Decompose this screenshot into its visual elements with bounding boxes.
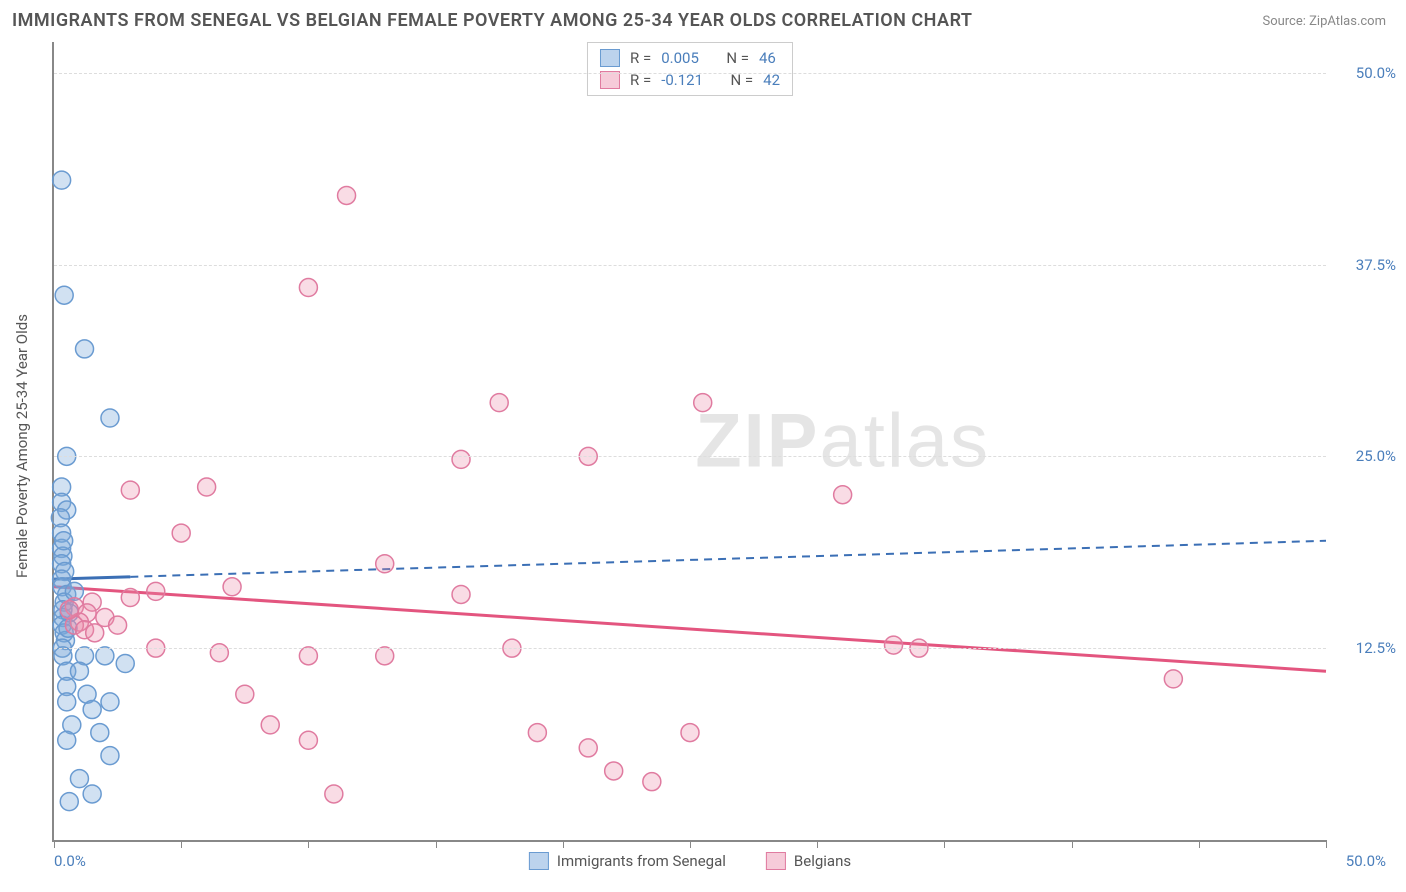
data-point-senegal — [55, 532, 73, 550]
data-point-belgians — [643, 773, 661, 791]
data-point-senegal — [96, 647, 114, 665]
data-point-belgians — [147, 582, 165, 600]
data-point-senegal — [91, 724, 109, 742]
x-tick — [944, 840, 945, 848]
gridline — [54, 265, 1326, 266]
data-point-belgians — [299, 731, 317, 749]
data-point-belgians — [338, 186, 356, 204]
x-tick — [1199, 840, 1200, 848]
gridline — [54, 648, 1326, 649]
plot-area: ZIPatlas R = 0.005 N = 46 R = -0.121 N =… — [52, 42, 1326, 842]
data-point-belgians — [172, 524, 190, 542]
y-axis-label: Female Poverty Among 25-34 Year Olds — [13, 314, 31, 578]
data-point-belgians — [681, 724, 699, 742]
chart-title: IMMIGRANTS FROM SENEGAL VS BELGIAN FEMAL… — [12, 10, 973, 31]
legend-label-senegal: Immigrants from Senegal — [557, 852, 726, 870]
bottom-legend: Immigrants from Senegal Belgians — [529, 852, 851, 870]
data-point-belgians — [885, 636, 903, 654]
data-point-senegal — [101, 693, 119, 711]
stats-legend-box: R = 0.005 N = 46 R = -0.121 N = 42 — [587, 42, 793, 96]
data-point-senegal — [83, 785, 101, 803]
x-tick — [181, 840, 182, 848]
data-point-senegal — [53, 171, 71, 189]
stats-r-senegal: 0.005 — [661, 49, 699, 67]
x-tick — [1072, 840, 1073, 848]
data-point-belgians — [299, 647, 317, 665]
data-point-belgians — [605, 762, 623, 780]
legend-swatch-belgians — [766, 852, 786, 870]
data-point-senegal — [60, 793, 78, 811]
legend-item-senegal: Immigrants from Senegal — [529, 852, 726, 870]
x-tick — [1326, 840, 1327, 848]
data-point-belgians — [60, 601, 78, 619]
data-point-senegal — [101, 409, 119, 427]
data-point-senegal — [116, 655, 134, 673]
stats-n-senegal: 46 — [759, 49, 776, 67]
x-tick — [817, 840, 818, 848]
data-point-senegal — [58, 731, 76, 749]
data-point-belgians — [299, 279, 317, 297]
data-point-senegal — [70, 662, 88, 680]
source-attribution: Source: ZipAtlas.com — [1262, 14, 1386, 29]
data-point-belgians — [261, 716, 279, 734]
chart-svg — [54, 42, 1326, 840]
legend-swatch-senegal — [529, 852, 549, 870]
y-tick-label: 12.5% — [1336, 639, 1396, 657]
gridline — [54, 456, 1326, 457]
data-point-belgians — [325, 785, 343, 803]
y-tick-label: 37.5% — [1336, 256, 1396, 274]
data-point-belgians — [109, 616, 127, 634]
data-point-belgians — [452, 585, 470, 603]
stats-r-label: R = — [630, 71, 651, 89]
x-tick — [436, 840, 437, 848]
x-axis-max-label: 50.0% — [1346, 852, 1386, 870]
data-point-senegal — [83, 701, 101, 719]
data-point-belgians — [1164, 670, 1182, 688]
stats-n-label: N = — [730, 71, 753, 89]
stats-r-label: R = — [630, 49, 651, 67]
x-tick — [308, 840, 309, 848]
data-point-belgians — [694, 394, 712, 412]
data-point-senegal — [58, 693, 76, 711]
data-point-senegal — [76, 340, 94, 358]
data-point-belgians — [452, 450, 470, 468]
swatch-belgians — [600, 71, 620, 89]
data-point-belgians — [121, 589, 139, 607]
stats-n-label: N = — [726, 49, 749, 67]
data-point-belgians — [579, 739, 597, 757]
data-point-senegal — [101, 747, 119, 765]
data-point-belgians — [528, 724, 546, 742]
legend-label-belgians: Belgians — [794, 852, 851, 870]
x-tick — [690, 840, 691, 848]
data-point-belgians — [376, 555, 394, 573]
stats-row-senegal: R = 0.005 N = 46 — [600, 47, 780, 69]
y-tick-label: 25.0% — [1336, 447, 1396, 465]
data-point-belgians — [236, 685, 254, 703]
data-point-belgians — [490, 394, 508, 412]
gridline — [54, 73, 1326, 74]
data-point-belgians — [198, 478, 216, 496]
data-point-belgians — [376, 647, 394, 665]
stats-n-belgians: 42 — [763, 71, 780, 89]
x-axis-min-label: 0.0% — [54, 852, 86, 870]
x-tick — [54, 840, 55, 848]
data-point-belgians — [210, 644, 228, 662]
data-point-belgians — [86, 624, 104, 642]
stats-r-belgians: -0.121 — [661, 71, 703, 89]
data-point-belgians — [121, 481, 139, 499]
data-point-senegal — [55, 286, 73, 304]
y-tick-label: 50.0% — [1336, 64, 1396, 82]
data-point-belgians — [834, 486, 852, 504]
legend-item-belgians: Belgians — [766, 852, 851, 870]
x-tick — [563, 840, 564, 848]
data-point-senegal — [70, 770, 88, 788]
data-point-belgians — [223, 578, 241, 596]
swatch-senegal — [600, 49, 620, 67]
